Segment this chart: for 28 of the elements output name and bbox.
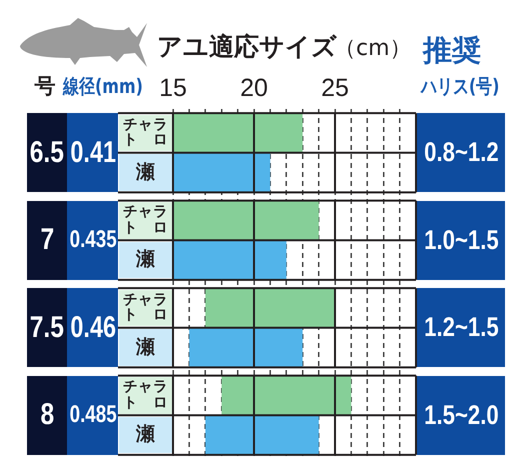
bar <box>189 328 303 368</box>
text: 瀬 <box>136 336 155 358</box>
x-tick-label: 25 <box>321 74 349 102</box>
y-tick-label: 7 <box>40 223 54 256</box>
y-tick-label: 7.5 <box>30 310 64 344</box>
chart-title: アユ適応サイズ <box>157 32 337 61</box>
text: 0.485 <box>69 401 116 428</box>
series-label: 瀬 <box>136 160 155 183</box>
y-tick-label: 6.5 <box>30 136 64 169</box>
text: 0.435 <box>69 226 116 254</box>
bar <box>205 288 335 328</box>
text: 瀬 <box>136 423 155 446</box>
text: 瀬 <box>136 248 155 270</box>
text: 推奨 <box>423 32 481 66</box>
text: 0.41 <box>70 136 116 169</box>
x-tick-label: 20 <box>240 74 268 102</box>
text: 1.5~2.0 <box>424 400 498 430</box>
text: 0.8~1.2 <box>424 137 498 168</box>
bar <box>222 376 352 416</box>
y-tick-label: 8 <box>40 398 54 432</box>
y-axis-title: 号 <box>34 74 56 98</box>
text: 0.46 <box>70 310 116 344</box>
text: ハリス(号) <box>420 74 500 98</box>
bar <box>205 415 319 455</box>
text: 線径(mm) <box>62 74 143 98</box>
x-tick-label: 15 <box>159 74 187 102</box>
text: 1.0~1.5 <box>424 224 498 255</box>
text: 1.2~1.5 <box>424 312 498 342</box>
